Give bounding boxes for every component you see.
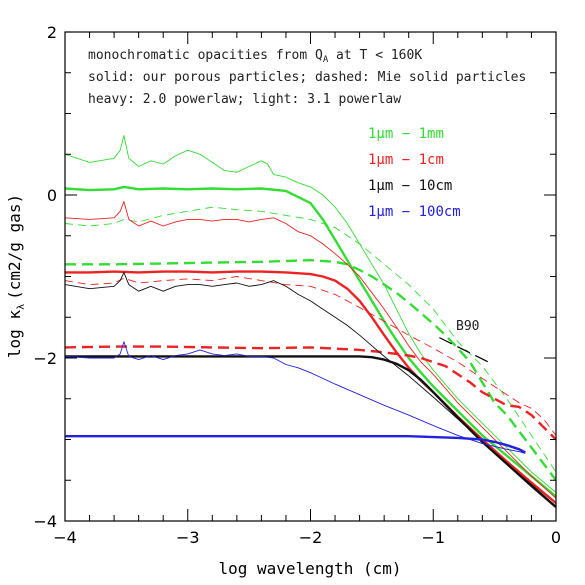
legend-entry-10cm-mu: 1μm xyxy=(368,178,393,194)
series-line-0 xyxy=(65,135,556,493)
x-tick-label-2: −2 xyxy=(299,528,323,547)
legend-entry-1cm-mu: 1μm xyxy=(368,152,393,168)
y-axis-label: log κλ (cm2/g gas) xyxy=(5,194,27,358)
note-line-1-prefix: monochromatic opacities from Q xyxy=(88,48,323,63)
legend-entry-100cm: 1μm − 100cm xyxy=(368,204,461,220)
note-line-3: heavy: 2.0 powerlaw; light: 3.1 powerlaw xyxy=(88,92,401,107)
series-layer xyxy=(65,135,556,509)
x-tick-label-1: −3 xyxy=(176,528,200,547)
series-line-5 xyxy=(65,270,556,505)
series-line-10 xyxy=(65,341,526,454)
ticks-layer xyxy=(64,31,557,522)
legend: 1μm − 1mm 1μm − 1cm 1μm − 10cm 1μm − 100… xyxy=(368,126,461,220)
series-line-6 xyxy=(65,276,556,436)
legend-entry-1mm-range: − 1mm xyxy=(393,126,444,142)
series-line-2 xyxy=(65,206,556,473)
series-line-9 xyxy=(65,355,556,509)
y-axis-label-units: (cm2/g gas) xyxy=(5,194,24,300)
legend-entry-1mm-mu: 1μm xyxy=(368,126,393,142)
x-tick-label-4: 0 xyxy=(551,528,561,547)
y-tick-label-3: 2 xyxy=(47,23,57,42)
series-line-7 xyxy=(65,345,556,441)
series-line-1 xyxy=(65,185,556,498)
note-line-1-suffix: at T < 160K xyxy=(328,48,422,63)
legend-entry-1cm-range: − 1cm xyxy=(393,152,444,168)
y-axis-label-main: log κ xyxy=(5,310,24,359)
legend-entry-100cm-range: − 100cm xyxy=(393,204,460,220)
legend-entry-100cm-mu: 1μm xyxy=(368,204,393,220)
b90-line xyxy=(439,337,489,363)
tick-label-layer: −4 −3 −2 −1 0 −4 −2 0 2 xyxy=(33,23,561,547)
legend-entry-10cm-range: − 10cm xyxy=(393,178,452,194)
y-tick-label-0: −4 xyxy=(33,512,57,531)
series-line-4 xyxy=(65,201,556,499)
x-tick-label-0: −4 xyxy=(53,528,77,547)
legend-entry-10cm: 1μm − 10cm xyxy=(368,178,452,194)
annotation-layer xyxy=(439,337,489,363)
b90-annotation-label: B90 xyxy=(456,319,479,334)
note-line-1-sub: A xyxy=(323,55,329,65)
y-axis-label-sub: λ xyxy=(16,304,27,310)
series-line-8 xyxy=(65,271,556,507)
note-line-2: solid: our porous particles; dashed: Mie… xyxy=(88,70,526,85)
x-axis-label: log wavelength (cm) xyxy=(218,559,401,578)
legend-entry-1cm: 1μm − 1cm xyxy=(368,152,444,168)
note-line-1: monochromatic opacities from QA at T < 1… xyxy=(88,48,422,65)
series-line-11 xyxy=(65,435,526,454)
y-tick-label-2: 0 xyxy=(47,186,57,205)
legend-entry-1mm: 1μm − 1mm xyxy=(368,126,444,142)
series-line-3 xyxy=(65,259,556,482)
y-tick-label-1: −2 xyxy=(33,349,57,368)
x-tick-label-3: −1 xyxy=(421,528,445,547)
